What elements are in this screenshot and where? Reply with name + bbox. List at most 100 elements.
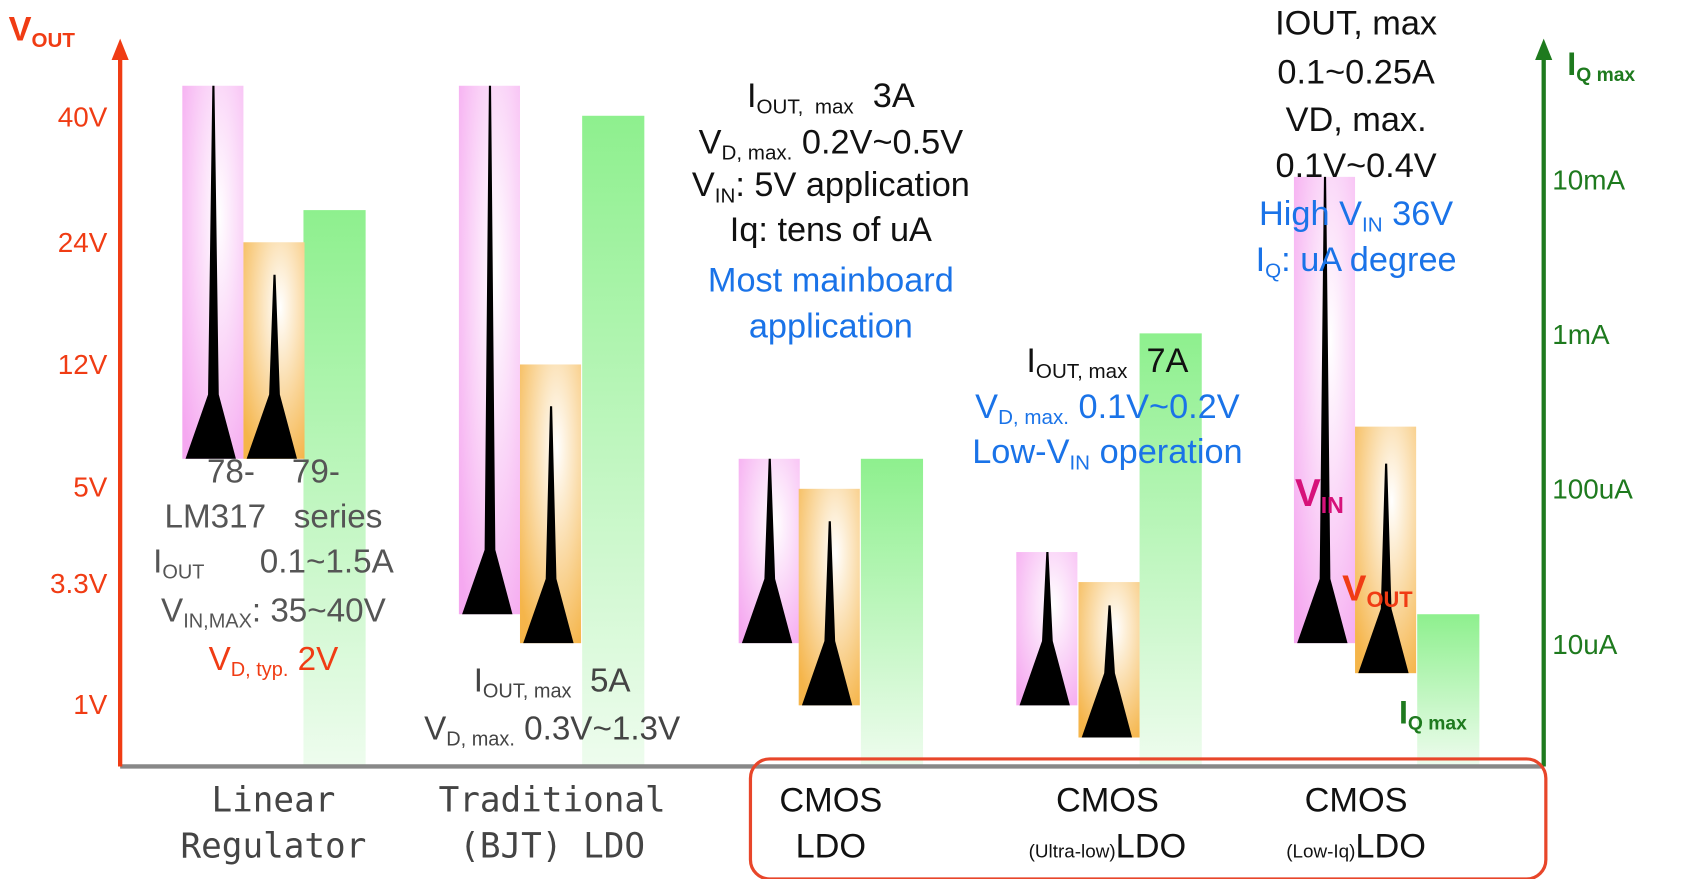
rest: operation — [1090, 433, 1243, 471]
main: V — [1295, 472, 1321, 515]
label: 0.1V~0.4V — [1276, 147, 1437, 185]
spike — [462, 85, 513, 615]
subscript: OUT, max — [483, 680, 572, 702]
spike — [741, 458, 793, 644]
label: IOUT 0.1~1.5A — [153, 543, 394, 583]
label: 10uA — [1552, 629, 1617, 660]
label: VIN,MAX: 35~40V — [161, 593, 387, 633]
subscript: IN — [1321, 492, 1344, 518]
subscript: D, max. — [446, 729, 515, 751]
label: (BJT) LDO — [459, 827, 645, 867]
subscript: IN — [715, 184, 736, 207]
label: IOUT, max — [1275, 4, 1437, 42]
iq-bar — [1417, 614, 1480, 767]
label: VD, max. 0.1V~0.2V — [975, 388, 1240, 429]
label: IOUT, max 5A — [474, 662, 632, 702]
main: LDO — [1355, 828, 1426, 866]
iq-bar — [303, 210, 366, 767]
spike — [1358, 463, 1409, 674]
label: VD, max. — [1286, 101, 1427, 139]
main: V — [9, 11, 32, 49]
spike — [246, 274, 298, 459]
main: LM317 series — [165, 498, 383, 535]
label: 3.3V — [50, 568, 108, 599]
label: 78- 79- — [207, 453, 340, 490]
iq-bar — [1139, 333, 1202, 767]
subscript: IN — [1362, 213, 1383, 236]
label: 0.1~0.25A — [1277, 54, 1434, 92]
label: Most mainboard — [708, 262, 954, 300]
spike — [1019, 552, 1070, 706]
main: V — [161, 593, 184, 630]
label: (Low-Iq)LDO — [1286, 828, 1426, 866]
rest: 0.2V~0.5V — [792, 123, 963, 161]
label: 24V — [58, 227, 108, 258]
label: (Ultra-low)LDO — [1029, 828, 1187, 866]
spike — [523, 406, 574, 644]
main: Iq: tens of uA — [730, 211, 932, 249]
label: application — [749, 308, 913, 346]
label: IQ max — [1567, 46, 1635, 86]
subscript: D, typ. — [231, 659, 289, 681]
subscript: OUT — [162, 561, 204, 583]
label: VD, max. 0.2V~0.5V — [699, 123, 964, 164]
subscript: OUT — [32, 29, 76, 52]
bars — [182, 85, 1480, 767]
label: 1mA — [1552, 319, 1610, 350]
label: 10mA — [1552, 165, 1625, 196]
prefix: (Ultra-low) — [1029, 841, 1116, 862]
label: CMOS — [1305, 781, 1408, 819]
label: IOUT, max 3A — [747, 77, 915, 118]
rest: 36V — [1383, 195, 1454, 233]
label: VD, typ. 2V — [209, 641, 339, 681]
label: 1V — [73, 689, 107, 720]
rest: 2V — [288, 641, 339, 678]
main: VD, max. — [1286, 101, 1427, 139]
main: 0.1~0.25A — [1277, 54, 1434, 92]
label: VOUT — [1342, 567, 1413, 612]
main: V — [692, 166, 715, 204]
label: Linear — [211, 780, 335, 820]
main: 78- 79- — [207, 453, 340, 490]
rest: 5A — [571, 662, 631, 699]
label: VIN — [1295, 472, 1344, 518]
spike — [185, 85, 236, 459]
label: VD, max. 0.3V~1.3V — [424, 711, 681, 751]
label: Traditional — [439, 780, 666, 820]
label: 100uA — [1552, 473, 1633, 504]
rest: 0.3V~1.3V — [515, 711, 681, 748]
iq-bar — [582, 115, 645, 767]
main: I — [1256, 241, 1266, 279]
subscript: D, max. — [998, 406, 1069, 429]
subscript: OUT — [1366, 587, 1413, 612]
rest: : uA degree — [1281, 241, 1456, 279]
label: 40V — [58, 101, 108, 132]
right-arrow — [1535, 38, 1553, 61]
main: I — [153, 543, 162, 580]
label: IQ: uA degree — [1256, 241, 1457, 282]
rest: : 5V application — [735, 166, 970, 204]
main: 0.1V~0.4V — [1276, 147, 1437, 185]
label: IQ max — [1399, 695, 1467, 735]
subscript: OUT, max — [1036, 360, 1128, 383]
main: I — [1026, 342, 1036, 380]
main: I — [474, 662, 483, 699]
label: 5V — [73, 471, 107, 502]
prefix: (Low-Iq) — [1286, 841, 1355, 862]
main: V — [699, 123, 722, 161]
main: application — [749, 308, 913, 346]
left-arrow — [111, 38, 129, 61]
subscript: Q max — [1576, 65, 1635, 86]
subscript: IN,MAX — [183, 611, 252, 633]
spike — [1297, 176, 1348, 644]
label: Iq: tens of uA — [730, 211, 932, 249]
rest: 7A — [1127, 342, 1188, 380]
label: Low-VIN operation — [972, 433, 1242, 474]
main: V — [424, 711, 447, 748]
label: 12V — [58, 349, 108, 380]
subscript: Q — [1265, 259, 1281, 282]
rest: : 35~40V — [252, 593, 387, 630]
